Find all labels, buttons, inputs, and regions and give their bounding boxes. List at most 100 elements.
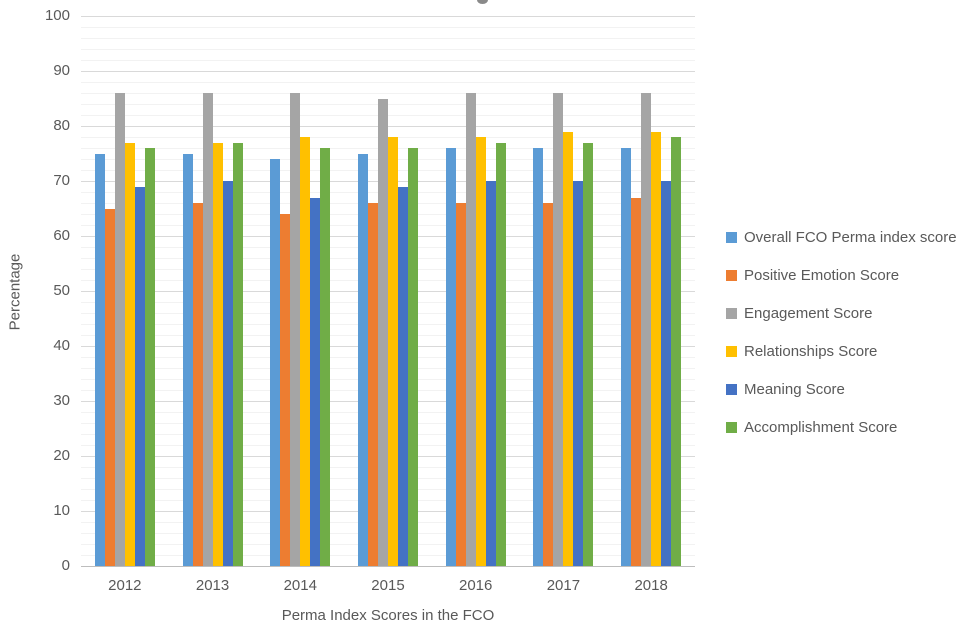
bar-2014-engagement-score (290, 93, 301, 566)
x-tick-label-2014: 2014 (283, 577, 317, 594)
legend-item-overall-fco-perma-index-score: Overall FCO Perma index score (726, 218, 957, 256)
legend-swatch-icon (726, 269, 737, 281)
bar-2014-meaning-score (310, 197, 321, 566)
bar-group-2017 (520, 16, 608, 566)
bar-2013-accomplishment-score (232, 142, 243, 566)
y-tick-label-60: 60 (53, 227, 70, 244)
x-tick-label-2018: 2018 (634, 577, 668, 594)
legend-swatch-icon (726, 307, 737, 319)
legend-swatch-icon (726, 231, 737, 243)
bar-2018-relationships-score (651, 131, 662, 566)
bar-2014-positive-emotion-score (280, 214, 291, 566)
bar-2015-overall-fco-perma-index-score (358, 153, 369, 566)
bar-2013-engagement-score (202, 93, 213, 566)
y-tick-label-70: 70 (53, 172, 70, 189)
legend-label: Accomplishment Score (744, 418, 898, 436)
major-gridline (81, 71, 695, 72)
bar-2018-engagement-score (641, 93, 652, 566)
x-tick-label-2016: 2016 (459, 577, 493, 594)
minor-gridline (81, 49, 695, 50)
bar-2014-relationships-score (300, 137, 311, 566)
x-tick-label-2012: 2012 (108, 577, 142, 594)
bar-2012-positive-emotion-score (104, 208, 115, 566)
bar-2012-accomplishment-score (144, 148, 155, 566)
legend-label: Relationships Score (744, 342, 878, 360)
bar-2017-engagement-score (553, 93, 564, 566)
bar-2018-accomplishment-score (671, 137, 682, 566)
x-tick-label-2015: 2015 (371, 577, 405, 594)
bar-2015-meaning-score (398, 186, 409, 566)
bar-2013-relationships-score (212, 142, 223, 566)
legend-label: Overall FCO Perma index score (744, 228, 957, 246)
y-tick-label-80: 80 (53, 117, 70, 134)
bar-2017-positive-emotion-score (543, 203, 554, 566)
legend-swatch-icon (726, 383, 737, 395)
y-tick-label-90: 90 (53, 62, 70, 79)
bar-group-2012 (81, 16, 169, 566)
minor-gridline (81, 27, 695, 28)
bar-2016-meaning-score (485, 181, 496, 566)
y-tick-label-10: 10 (53, 502, 70, 519)
y-tick-label-20: 20 (53, 447, 70, 464)
bar-2012-engagement-score (114, 93, 125, 566)
major-gridline (81, 16, 695, 17)
legend-item-accomplishment-score: Accomplishment Score (726, 408, 957, 446)
legend-item-engagement-score: Engagement Score (726, 294, 957, 332)
minor-gridline (81, 38, 695, 39)
x-axis-title: Perma Index Scores in the FCO (281, 607, 495, 624)
bar-2017-accomplishment-score (583, 142, 594, 566)
bar-2016-accomplishment-score (495, 142, 506, 566)
clipped-title-fragment (477, 0, 488, 4)
bar-2015-accomplishment-score (408, 148, 419, 566)
bar-2016-overall-fco-perma-index-score (445, 148, 456, 566)
bar-2012-overall-fco-perma-index-score (94, 153, 105, 566)
bar-group-2015 (344, 16, 432, 566)
y-tick-label-0: 0 (61, 557, 70, 574)
bar-2018-positive-emotion-score (631, 197, 642, 566)
bar-2013-positive-emotion-score (192, 203, 203, 566)
bar-2016-engagement-score (465, 93, 476, 566)
bar-2013-overall-fco-perma-index-score (182, 153, 193, 566)
bar-2012-relationships-score (124, 142, 135, 566)
bar-2015-positive-emotion-score (368, 203, 379, 566)
legend-item-meaning-score: Meaning Score (726, 370, 957, 408)
bar-groups (81, 16, 695, 566)
y-tick-label-40: 40 (53, 337, 70, 354)
bar-2017-relationships-score (563, 131, 574, 566)
bar-2018-meaning-score (661, 181, 672, 566)
bar-2018-overall-fco-perma-index-score (621, 148, 632, 566)
bar-group-2014 (256, 16, 344, 566)
bar-2016-relationships-score (475, 137, 486, 566)
legend-item-positive-emotion-score: Positive Emotion Score (726, 256, 957, 294)
bar-2014-overall-fco-perma-index-score (270, 159, 281, 566)
bar-2013-meaning-score (222, 181, 233, 566)
legend: Overall FCO Perma index score Positive Em… (726, 218, 957, 446)
bar-2014-accomplishment-score (320, 148, 331, 566)
y-axis-title: Percentage (6, 253, 24, 331)
y-tick-label-100: 100 (44, 7, 70, 24)
bar-2015-relationships-score (388, 137, 399, 566)
y-tick-label-30: 30 (53, 392, 70, 409)
legend-swatch-icon (726, 345, 737, 357)
minor-gridline (81, 82, 695, 83)
y-tick-label-50: 50 (53, 282, 70, 299)
bar-2015-engagement-score (378, 98, 389, 566)
minor-gridline (81, 60, 695, 61)
legend-label: Meaning Score (744, 380, 845, 398)
bar-group-2016 (432, 16, 520, 566)
bar-group-2018 (607, 16, 695, 566)
plot-area (81, 16, 695, 567)
x-tick-label-2017: 2017 (546, 577, 581, 594)
x-tick-label-2013: 2013 (195, 577, 230, 594)
legend-item-relationships-score: Relationships Score (726, 332, 957, 370)
bar-2017-overall-fco-perma-index-score (533, 148, 544, 566)
legend-label: Positive Emotion Score (744, 266, 900, 284)
bar-2012-meaning-score (134, 186, 145, 566)
bar-2016-positive-emotion-score (455, 203, 466, 566)
legend-swatch-icon (726, 421, 737, 433)
legend-label: Engagement Score (744, 304, 873, 322)
minor-gridline (81, 93, 695, 94)
bar-2017-meaning-score (573, 181, 584, 566)
bar-group-2013 (169, 16, 257, 566)
